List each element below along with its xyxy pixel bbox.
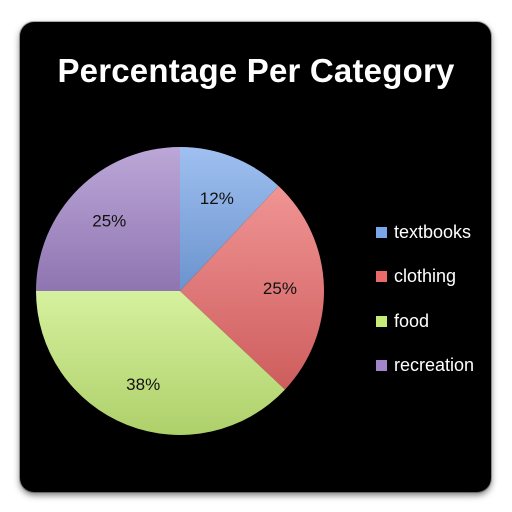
legend-label-clothing: clothing bbox=[394, 266, 457, 287]
chart-title: Percentage Per Category bbox=[57, 52, 455, 89]
slice-label-food: 38% bbox=[126, 375, 160, 394]
legend-label-textbooks: textbooks bbox=[394, 221, 472, 242]
legend-item-clothing: clothing bbox=[376, 255, 474, 300]
legend-label-food: food bbox=[394, 310, 430, 331]
legend-swatch-clothing bbox=[376, 271, 387, 283]
legend-label-recreation: recreation bbox=[394, 355, 475, 376]
slice-label-recreation: 25% bbox=[92, 211, 126, 230]
legend-item-textbooks: textbooks bbox=[376, 210, 474, 255]
legend-swatch-recreation bbox=[376, 360, 387, 372]
pie-slice-textbooks bbox=[180, 147, 279, 291]
legend-swatch-textbooks bbox=[376, 226, 387, 238]
slice-label-clothing: 25% bbox=[263, 279, 297, 298]
legend-item-recreation: recreation bbox=[376, 344, 474, 389]
pie-slice-clothing bbox=[180, 186, 324, 390]
slice-label-textbooks: 12% bbox=[200, 189, 234, 208]
legend: textbooks clothing food recreation bbox=[376, 210, 474, 388]
legend-item-food: food bbox=[376, 299, 474, 344]
legend-swatch-food bbox=[376, 315, 387, 327]
pie-slice-recreation bbox=[36, 147, 180, 291]
pie-slice-food bbox=[36, 291, 285, 435]
